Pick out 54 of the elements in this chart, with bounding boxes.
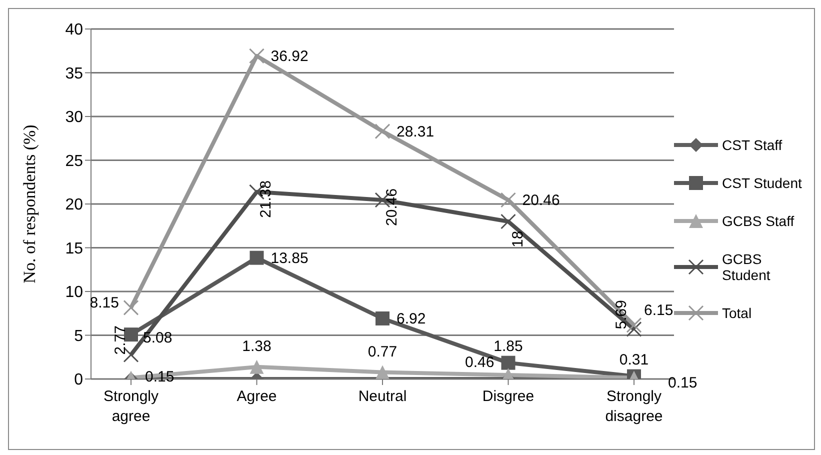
data-label: 8.15 — [90, 294, 119, 312]
point — [374, 124, 390, 140]
data-label: 20.46 — [384, 188, 400, 226]
data-label: 36.92 — [270, 48, 308, 65]
y-axis-title: No. of respondents (%) — [20, 124, 40, 284]
point — [376, 311, 390, 326]
legend-label: Total — [722, 305, 752, 321]
data-label: 0.15 — [668, 374, 698, 392]
data-label: 2.77 — [112, 326, 129, 355]
point — [249, 48, 264, 64]
point — [500, 214, 516, 230]
y-tick-label: 35 — [65, 65, 84, 82]
y-tick-label: 5 — [74, 328, 84, 345]
data-label: 0.15 — [145, 368, 174, 386]
data-label: 0.77 — [368, 343, 398, 360]
y-tick-label: 20 — [65, 196, 84, 214]
x-tick-label: Disgree — [482, 388, 534, 405]
point — [626, 317, 642, 333]
point — [376, 365, 390, 379]
x-tick-label: Agree — [236, 388, 277, 405]
x-tick-label: Strongly agree — [103, 388, 160, 425]
x-tick-label: Neutral — [358, 388, 407, 405]
point — [124, 328, 138, 342]
data-label: 1.38 — [242, 338, 272, 355]
point — [250, 360, 264, 374]
data-label: 13.85 — [270, 250, 308, 267]
y-tick-label: 15 — [65, 240, 84, 258]
data-label: 18 — [509, 230, 526, 248]
x-tick-label: Strongly disagree — [605, 388, 663, 425]
point — [626, 321, 642, 337]
data-label: 0.46 — [465, 354, 494, 371]
legend-label: GCBS Student — [722, 251, 772, 283]
legend-label: CST Staff — [722, 137, 782, 153]
data-label: 20.46 — [522, 192, 560, 209]
data-label: 6.15 — [644, 302, 674, 320]
y-tick-label: 10 — [65, 284, 84, 302]
point — [250, 250, 264, 265]
legend-label: GCBS Staff — [722, 213, 794, 229]
point — [501, 356, 516, 370]
point — [123, 347, 139, 363]
data-label: 1.85 — [494, 338, 523, 355]
legend-label: CST Student — [722, 175, 802, 191]
y-tick-label: 30 — [65, 109, 84, 126]
y-tick-label: 25 — [65, 152, 84, 170]
data-label: 5.08 — [143, 330, 172, 347]
point — [123, 300, 139, 316]
data-label: 6.92 — [396, 310, 426, 328]
data-label: 5.69 — [613, 300, 630, 330]
data-label: 28.31 — [396, 123, 434, 140]
y-tick-label: 0 — [74, 372, 84, 389]
y-tick-label: 40 — [65, 22, 84, 39]
data-label: 0.31 — [619, 351, 649, 368]
point — [500, 192, 516, 208]
data-label: 21.38 — [258, 180, 275, 218]
